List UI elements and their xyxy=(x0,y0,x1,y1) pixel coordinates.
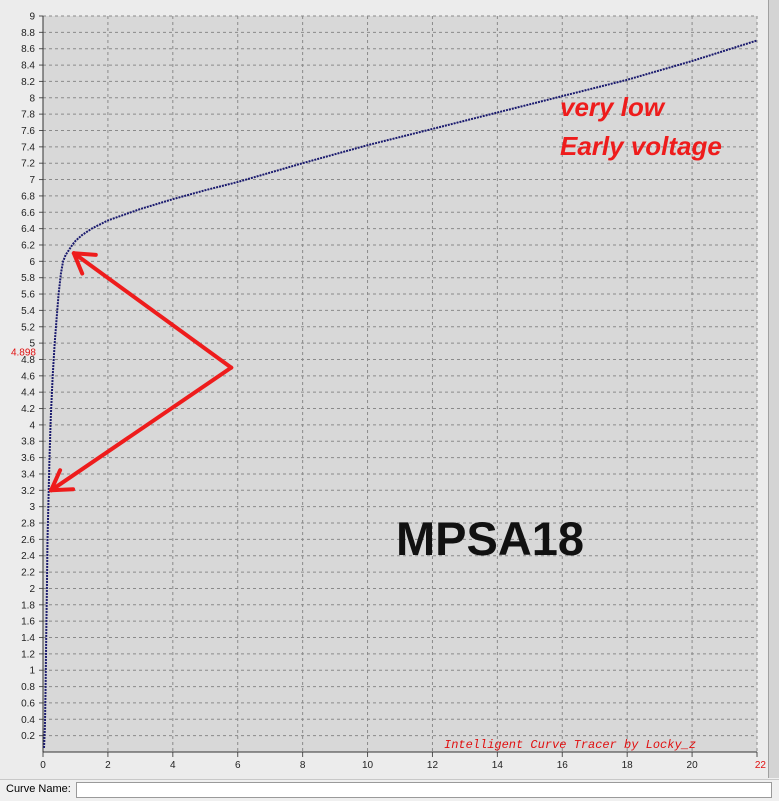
y-tick-label: 3.2 xyxy=(21,486,35,497)
y-tick-label: 4.4 xyxy=(21,388,35,399)
y-tick-label: 4 xyxy=(29,420,35,431)
y-tick-label: 1.6 xyxy=(21,617,35,628)
y-tick-label: 5.2 xyxy=(21,322,35,333)
y-tick-label: 1 xyxy=(29,666,35,677)
y-tick-label: 4.8 xyxy=(21,355,35,366)
plot-area xyxy=(43,16,757,752)
x-tick-label: 6 xyxy=(235,760,241,771)
y-tick-label: 7.6 xyxy=(21,126,35,137)
y-tick-label: 3.8 xyxy=(21,437,35,448)
y-tick-label: 0.2 xyxy=(21,731,35,742)
x-tick-label: 18 xyxy=(622,760,634,771)
y-tick-label: 8.6 xyxy=(21,44,35,55)
curve-name-label: Curve Name: xyxy=(6,783,71,795)
y-tick-label: 4.6 xyxy=(21,371,35,382)
x-tick-label: 8 xyxy=(300,760,306,771)
x-tick-label: 0 xyxy=(40,760,46,771)
y-tick-label: 2.4 xyxy=(21,551,35,562)
status-bar: Curve Name: xyxy=(0,779,779,801)
x-tick-label: 4 xyxy=(170,760,176,771)
y-tick-label: 5.6 xyxy=(21,290,35,301)
y-tick-label: 8.4 xyxy=(21,61,35,72)
y-tick-label: 1.4 xyxy=(21,633,35,644)
part-label: MPSA18 xyxy=(396,512,584,565)
y-tick-label: 8 xyxy=(29,93,35,104)
y-tick-label: 2.6 xyxy=(21,535,35,546)
curve-plot: 0.2 0.4 0.6 0.8 1 1.2 1.4 1.6 1.8 2 2.2 2.4 2.6 2.8 3 3… xyxy=(10,11,767,771)
vertical-scrollbar[interactable] xyxy=(768,0,779,778)
note-line-1: very low xyxy=(560,92,666,122)
y-tick-label: 7.8 xyxy=(21,110,35,121)
y-tick-label: 3 xyxy=(29,502,35,513)
y-tick-label: 3.6 xyxy=(21,453,35,464)
curve-line xyxy=(43,39,758,748)
y-tick-label: 0.8 xyxy=(21,682,35,693)
y-tick-label: 6 xyxy=(29,257,35,268)
y-tick-label: 4.2 xyxy=(21,404,35,415)
curve-name-field[interactable] xyxy=(76,782,772,798)
y-tick-label: 5 xyxy=(29,339,35,350)
y-tick-label: 5.8 xyxy=(21,273,35,284)
watermark: Intelligent Curve Tracer by Locky_z xyxy=(444,738,696,752)
y-tick-label: 6.6 xyxy=(21,208,35,219)
y-tick-label: 1.2 xyxy=(21,649,35,660)
y-tick-label: 0.6 xyxy=(21,698,35,709)
y-tick-label: 1.8 xyxy=(21,600,35,611)
marker-label: 4.898 xyxy=(11,347,36,358)
y-tick-label: 7.4 xyxy=(21,142,35,153)
y-tick-label: 2.2 xyxy=(21,568,35,579)
y-tick-label: 8.2 xyxy=(21,77,35,88)
x-tick-label: 12 xyxy=(427,760,439,771)
x-end-label: 22 xyxy=(755,760,767,771)
y-tick-label: 7.2 xyxy=(21,159,35,170)
y-tick-label: 6.4 xyxy=(21,224,35,235)
x-tick-label: 20 xyxy=(687,760,699,771)
arrow-head xyxy=(49,468,76,493)
x-tick-label: 2 xyxy=(105,760,111,771)
arrow-shaft xyxy=(71,251,234,370)
y-tick-label: 3.4 xyxy=(21,469,35,480)
y-tick-label: 2 xyxy=(29,584,35,595)
x-tick-label: 10 xyxy=(362,760,374,771)
arrow-head xyxy=(71,251,98,276)
x-tick-label: 14 xyxy=(492,760,504,771)
y-tick-label: 9 xyxy=(29,12,35,23)
x-tick-label: 16 xyxy=(557,760,569,771)
y-tick-label: 6.2 xyxy=(21,240,35,251)
y-tick-label: 2.8 xyxy=(21,519,35,530)
y-tick-label: 5.4 xyxy=(21,306,35,317)
y-tick-label: 8.8 xyxy=(21,28,35,39)
y-tick-label: 6.8 xyxy=(21,191,35,202)
note-line-2: Early voltage xyxy=(560,131,722,161)
arrow-shaft xyxy=(49,365,234,493)
y-tick-label: 7 xyxy=(29,175,35,186)
y-tick-label: 0.4 xyxy=(21,715,35,726)
